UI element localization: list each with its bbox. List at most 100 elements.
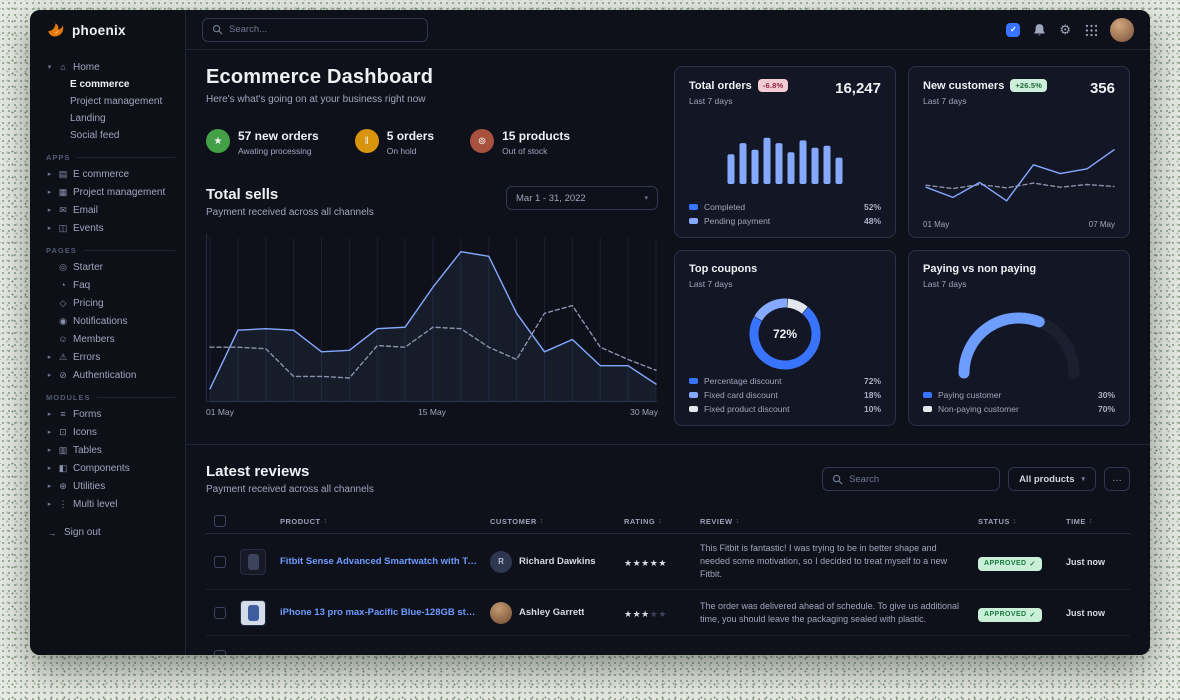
chevron-right-icon: ▸: [47, 465, 52, 472]
stat-out-of-stock: ⊚ 15 products Out of stock: [470, 129, 570, 156]
product-thumbnail: [240, 599, 266, 626]
column-header-rating[interactable]: RATING ↕: [624, 517, 690, 526]
column-header-review[interactable]: REVIEW ↕: [700, 517, 968, 526]
donut-center-label: 72%: [772, 327, 798, 341]
sidebar-item-notifications[interactable]: ◉ Notifications: [46, 312, 175, 330]
chevron-right-icon: ▸: [47, 189, 52, 196]
status-badge: APPROVED ✓: [978, 556, 1042, 571]
sidebar-item-label: E commerce: [73, 168, 130, 180]
settings-gear-icon[interactable]: ⚙: [1059, 22, 1071, 37]
email-icon: ✉: [59, 204, 67, 215]
legend-label: Pending payment: [704, 216, 771, 226]
sidebar-item-landing[interactable]: Landing: [70, 113, 106, 124]
customer-cell: R Richard Dawkins: [490, 550, 614, 573]
search-input[interactable]: [229, 24, 418, 35]
more-options-button[interactable]: …: [1104, 467, 1130, 491]
legend-value: 52%: [863, 202, 881, 212]
sign-out-button[interactable]: → Sign out: [46, 527, 175, 550]
sidebar-item-label: Components: [73, 462, 130, 474]
sidebar-item-members[interactable]: ☺ Members: [46, 330, 175, 348]
rating-stars: ★★★★★: [624, 604, 690, 622]
new-customers-svg: [925, 149, 1115, 202]
product-link[interactable]: Fitbit Sense Advanced Smartwatch with To…: [280, 556, 480, 568]
column-label: RATING: [624, 516, 656, 526]
chevron-right-icon: ▸: [47, 171, 52, 178]
date-range-select[interactable]: Mar 1 - 31, 2022 ▾: [506, 186, 658, 210]
sidebar-item-forms[interactable]: ▸ ≡ Forms: [46, 405, 175, 423]
select-all-checkbox[interactable]: [214, 515, 226, 527]
sidebar-item-e-commerce[interactable]: ▸ ▤ E commerce: [46, 165, 175, 183]
sort-icon: ↕: [1012, 517, 1017, 525]
row-checkbox[interactable]: [214, 555, 226, 568]
sidebar-item-social-feed[interactable]: Social feed: [70, 130, 120, 141]
global-search[interactable]: [202, 17, 428, 42]
notifications-bell-icon[interactable]: [1033, 23, 1046, 37]
sidebar-item-errors[interactable]: ▸ ⚠ Errors: [46, 348, 175, 366]
column-header-customer[interactable]: CUSTOMER ↕: [490, 517, 614, 526]
sidebar-item-components[interactable]: ▸ ◧ Components: [46, 459, 175, 477]
row-checkbox[interactable]: [214, 650, 226, 655]
total-sells-x-axis: 01 May 15 May 30 May: [206, 407, 658, 417]
star-icon: ★: [641, 608, 650, 619]
total-sells-title: Total sells: [206, 186, 279, 203]
status-cell: APPROVED ✓: [978, 603, 1056, 622]
sign-out-label: Sign out: [64, 527, 101, 538]
legend-value: 10%: [863, 404, 881, 414]
reviews-search-input[interactable]: [849, 473, 991, 485]
row-checkbox[interactable]: [214, 606, 226, 619]
sidebar-item-label: Utilities: [73, 480, 106, 492]
star-icon: ★: [632, 608, 642, 619]
sidebar-item-project-management[interactable]: Project management: [70, 96, 163, 107]
sidebar-item-multi-level[interactable]: ▸ ⋮ Multi level: [46, 495, 175, 513]
sidebar-item-label: Icons: [73, 426, 97, 438]
total-orders-badge: -6.8%: [757, 79, 789, 92]
chevron-right-icon: ▸: [47, 411, 52, 418]
sidebar-item-pricing[interactable]: ◇ Pricing: [46, 294, 175, 312]
authentication-icon: ⊘: [59, 369, 67, 380]
x-axis-label: 15 May: [418, 407, 446, 417]
sort-icon: ↕: [735, 517, 740, 525]
column-label: TIME: [1066, 516, 1086, 526]
brand[interactable]: phoenix: [30, 10, 185, 50]
table-body: Fitbit Sense Advanced Smartwatch with To…: [206, 534, 1130, 637]
review-time: Just now: [1066, 607, 1106, 618]
sidebar-item-faq[interactable]: ◔ Faq: [46, 276, 175, 294]
card-period: Last 7 days: [689, 279, 733, 289]
product-filter-select[interactable]: All products ▾: [1008, 467, 1096, 491]
sidebar-item-project-management[interactable]: ▸ ▦ Project management: [46, 183, 175, 201]
sidebar-item-starter[interactable]: ◎ Starter: [46, 258, 175, 276]
e-commerce-icon: ▤: [58, 168, 68, 179]
stat-text: 15 products Out of stock: [502, 129, 570, 156]
user-avatar[interactable]: [1110, 17, 1134, 42]
sidebar-item-email[interactable]: ▸ ✉ Email: [46, 201, 175, 219]
apps-grid-icon[interactable]: [1084, 23, 1097, 36]
utilities-icon: ⊕: [59, 480, 67, 491]
sidebar-item-icons[interactable]: ▸ ⊡ Icons: [46, 423, 175, 441]
sidebar-item-e-commerce[interactable]: E commerce: [70, 79, 130, 90]
total-orders-card: Total orders -6.8% Last 7 days 16,247 Co…: [674, 66, 896, 238]
sidebar-item-label: Email: [73, 204, 99, 216]
sidebar-item-utilities[interactable]: ▸ ⊕ Utilities: [46, 477, 175, 495]
percentage-discount-swatch: [689, 378, 698, 384]
product-link[interactable]: iPhone 13 pro max-Pacific Blue-128GB sto…: [280, 607, 480, 619]
tables-icon: ▥: [58, 444, 68, 455]
review-time: Just now: [1066, 556, 1106, 567]
paying-gauge-chart: [923, 299, 1115, 379]
theme-toggle-icon[interactable]: ✓: [1006, 22, 1021, 37]
sidebar-item-label: Members: [73, 333, 115, 345]
sidebar-item-home[interactable]: ▾ ⌂ Home: [46, 58, 175, 76]
reviews-search[interactable]: [822, 467, 1001, 491]
x-axis-label: 01 May: [206, 407, 234, 417]
pending-payment-swatch: [689, 218, 698, 224]
column-header-status[interactable]: STATUS ↕: [978, 517, 1056, 526]
sidebar-item-label: Starter: [73, 261, 104, 273]
paying-vs-non-paying-card: Paying vs non paying Last 7 days Paying …: [908, 250, 1130, 426]
sort-icon: ↕: [539, 517, 544, 525]
column-header-time[interactable]: TIME ↕: [1066, 517, 1122, 526]
column-header-product[interactable]: PRODUCT ↕: [280, 517, 480, 526]
sidebar-item-tables[interactable]: ▸ ▥ Tables: [46, 441, 175, 459]
legend-item-completed: Completed 52%: [689, 200, 881, 214]
sidebar-item-authentication[interactable]: ▸ ⊘ Authentication: [46, 366, 175, 384]
sidebar-item-events[interactable]: ▸ ◫ Events: [46, 219, 175, 237]
card-title: Total orders: [689, 79, 752, 92]
